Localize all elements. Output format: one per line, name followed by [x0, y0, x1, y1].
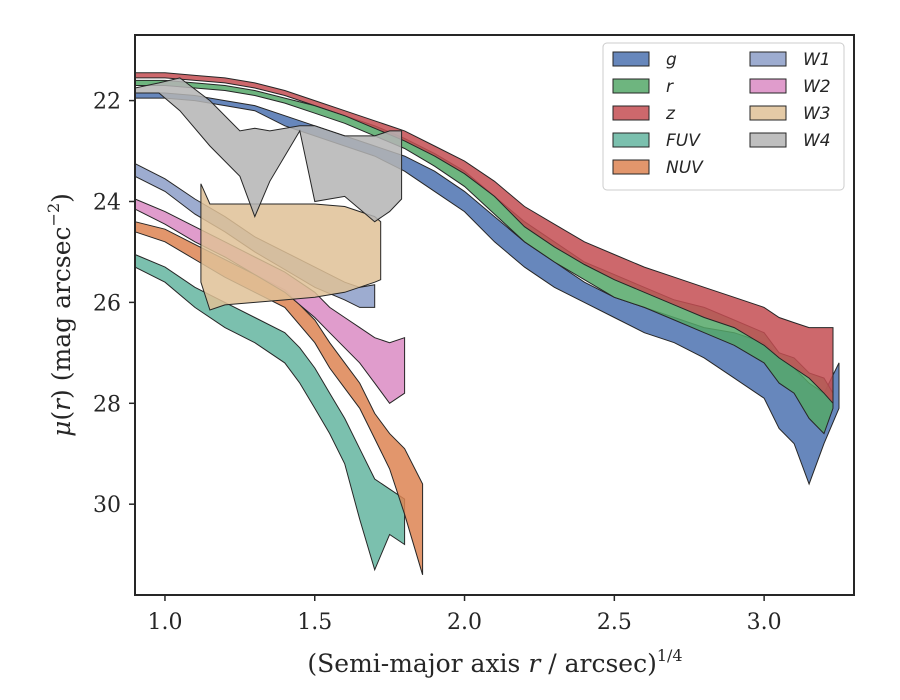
y-tick-label: 24 — [93, 190, 121, 215]
legend-label-w3: W3 — [803, 104, 831, 124]
legend-label-r: r — [666, 77, 674, 97]
y-tick-label: 22 — [93, 90, 121, 115]
x-tick-label: 3.0 — [747, 610, 782, 635]
legend-swatch-w2 — [749, 78, 787, 94]
legend-swatch-w3 — [749, 105, 787, 121]
x-tick-label: 1.0 — [147, 610, 182, 635]
y-tick-label: 26 — [93, 291, 121, 316]
axis-ticks: 1.0 1.5 2.0 2.5 3.0 22 24 26 28 30 — [93, 90, 782, 635]
y-axis-label: μ(r) (mag arcsec−2) — [44, 193, 76, 437]
band-w4 — [134, 77, 403, 223]
legend-swatch-w1 — [749, 51, 787, 67]
legend-label-nuv: NUV — [666, 158, 704, 178]
legend-label-z: z — [665, 104, 676, 124]
band-fuv — [134, 253, 406, 572]
series-bands — [134, 72, 840, 575]
legend-label-w4: W4 — [803, 131, 831, 151]
legend-swatch-fuv — [612, 132, 650, 148]
legend-swatch-g — [612, 51, 650, 67]
legend-swatch-z — [612, 105, 650, 121]
legend-swatch-nuv — [612, 159, 650, 175]
plot-frame — [134, 34, 855, 596]
legend-label-w2: W2 — [803, 77, 831, 97]
x-tick-label: 2.5 — [597, 610, 632, 635]
y-tick-label: 28 — [93, 392, 121, 417]
legend-label-fuv: FUV — [666, 131, 701, 151]
legend-label-w1: W1 — [803, 50, 831, 70]
x-tick-label: 2.0 — [447, 610, 482, 635]
x-axis-label: (Semi-major axis r / arcsec)1/4 — [307, 646, 682, 678]
legend-swatch-r — [612, 78, 650, 94]
x-tick-label: 1.5 — [297, 610, 332, 635]
legend-label-g: g — [666, 50, 677, 70]
y-tick-label: 30 — [93, 493, 121, 518]
legend: grz FUV NUV W1 W2 W3 W4 — [602, 42, 845, 191]
legend-swatch-w4 — [749, 132, 787, 148]
band-z — [134, 72, 834, 405]
